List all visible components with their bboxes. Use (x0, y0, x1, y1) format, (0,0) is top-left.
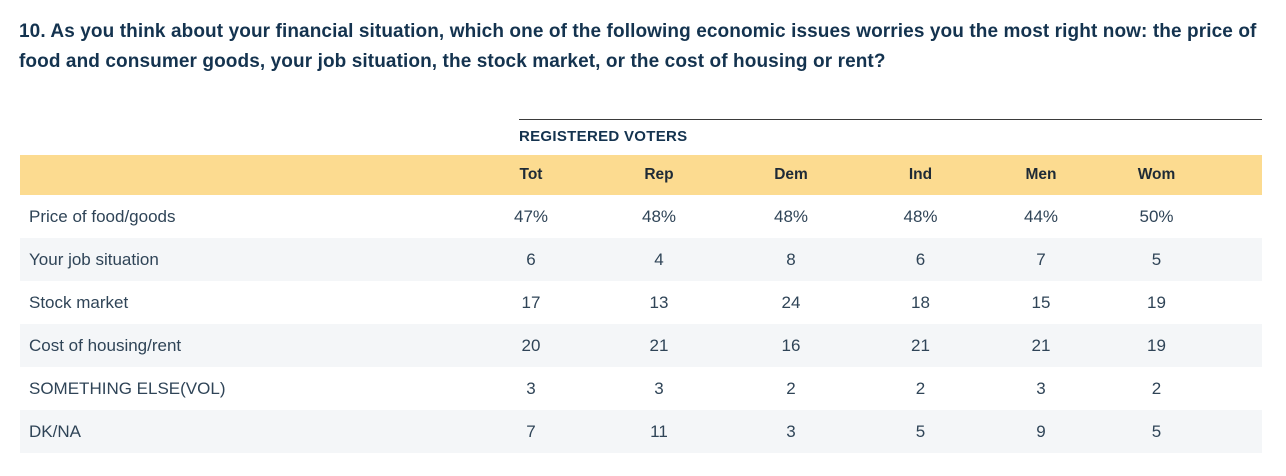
row-label: SOMETHING ELSE(VOL) (29, 378, 226, 398)
column-header-tot: Tot (519, 166, 543, 183)
table-row: DK/NA 7 11 3 5 9 5 (20, 410, 1262, 453)
value-cell: 5 (1151, 249, 1162, 269)
value-cell: 17 (521, 292, 541, 312)
value-cell: 44% (1023, 206, 1059, 226)
value-cell: 48% (641, 206, 677, 226)
row-label: Stock market (29, 292, 129, 312)
value-cell: 21 (649, 335, 669, 355)
column-header-wom: Wom (1137, 166, 1176, 183)
column-header-blank (20, 155, 468, 195)
value-cell: 13 (649, 292, 669, 312)
value-cell: 48% (773, 206, 809, 226)
value-cell: 11 (650, 421, 668, 441)
value-cell: 9 (1036, 421, 1046, 441)
row-label: Price of food/goods (29, 206, 176, 226)
group-header-registered-voters: REGISTERED VOTERS (519, 119, 1262, 147)
value-cell: 6 (915, 249, 926, 269)
value-cell: 19 (1147, 335, 1166, 355)
value-cell: 3 (1036, 378, 1046, 398)
value-cell: 3 (526, 378, 536, 398)
value-cell: 7 (1036, 249, 1046, 269)
value-cell: 4 (654, 249, 664, 269)
value-cell: 2 (786, 378, 796, 398)
row-label: Your job situation (29, 249, 159, 269)
row-label: Cost of housing/rent (29, 335, 182, 355)
value-cell: 21 (911, 335, 930, 355)
question-text: 10. As you think about your financial si… (19, 21, 1257, 72)
value-cell: 47% (513, 206, 549, 226)
value-cell: 2 (1151, 378, 1162, 398)
value-cell: 3 (786, 421, 796, 441)
column-header-ind: Ind (908, 166, 933, 183)
value-cell: 6 (526, 249, 536, 269)
row-label: DK/NA (29, 421, 81, 441)
value-cell: 5 (1151, 421, 1162, 441)
value-cell: 18 (911, 292, 930, 312)
value-cell: 15 (1031, 292, 1051, 312)
value-cell: 50% (1139, 206, 1174, 226)
value-cell: 7 (526, 421, 536, 441)
table-row: SOMETHING ELSE(VOL) 3 3 2 2 3 2 (20, 367, 1262, 410)
column-header-rep: Rep (644, 166, 674, 183)
column-header-row: Tot Rep Dem Ind Men Wom (20, 155, 1262, 195)
value-cell: 3 (654, 378, 664, 398)
results-table-area: REGISTERED VOTERS Tot Rep Dem Ind Men (20, 119, 1262, 453)
table-row: Stock market 17 13 24 18 15 19 (20, 281, 1262, 324)
table-row: Your job situation 6 4 8 6 7 5 (20, 238, 1262, 281)
results-table: Tot Rep Dem Ind Men Wom Price of food/go… (20, 155, 1262, 453)
value-cell: 20 (521, 335, 541, 355)
value-cell: 2 (915, 378, 926, 398)
value-cell: 16 (781, 335, 801, 355)
value-cell: 21 (1031, 335, 1051, 355)
value-cell: 5 (915, 421, 926, 441)
column-header-men: Men (1025, 166, 1057, 183)
column-header-dem: Dem (774, 166, 808, 183)
table-row: Cost of housing/rent 20 21 16 21 21 19 (20, 324, 1262, 367)
value-cell: 24 (781, 292, 801, 312)
value-cell: 19 (1147, 292, 1166, 312)
value-cell: 48% (903, 206, 938, 226)
table-row: Price of food/goods 47% 48% 48% 48% 44% … (20, 195, 1262, 238)
value-cell: 8 (786, 249, 796, 269)
